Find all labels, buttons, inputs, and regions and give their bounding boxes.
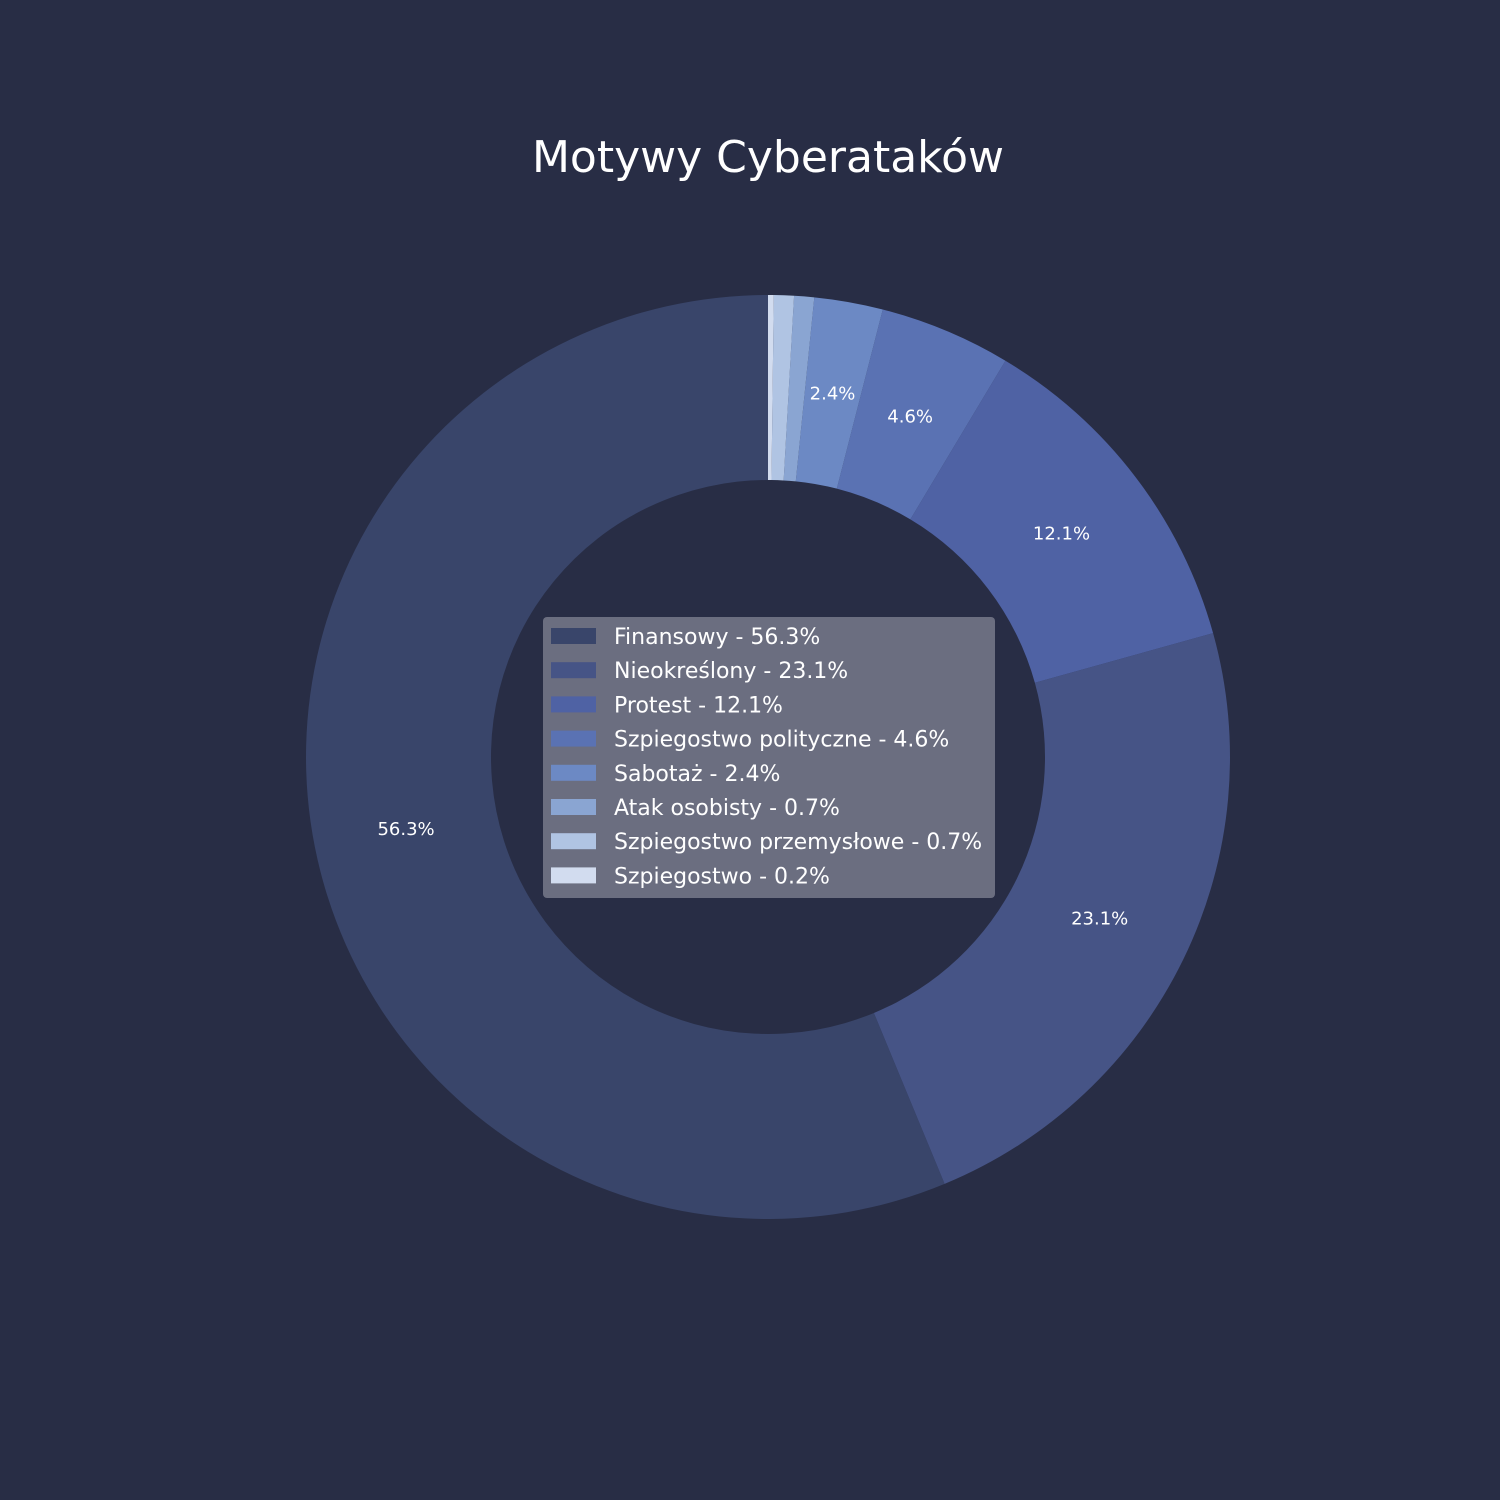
slice-sabotaz [795, 297, 883, 489]
legend-background [543, 617, 995, 898]
legend-swatch-atak-osobisty [551, 799, 596, 815]
slice-protest [910, 360, 1214, 683]
pct-label-finansowy: 56.3% [377, 819, 434, 840]
pct-label-sabotaz: 2.4% [810, 384, 856, 405]
legend-label-nieokreslony: Nieokreślony - 23.1% [614, 659, 848, 684]
legend-label-atak-osobisty: Atak osobisty - 0.7% [614, 796, 840, 821]
legend-label-szpiegostwo: Szpiegostwo - 0.2% [614, 864, 830, 889]
pct-label-szpiegostwo-polityczne: 4.6% [887, 406, 933, 427]
legend: Finansowy - 56.3% Nieokreślony - 23.1% Pro… [543, 617, 995, 898]
slice-szpiegostwo-przemyslowe [771, 295, 795, 481]
pct-label-protest: 12.1% [1033, 523, 1090, 544]
slice-atak-osobisty [783, 295, 815, 482]
legend-swatch-nieokreslony [551, 662, 596, 679]
percentage-labels: 56.3% 23.1% 12.1% 4.6% 2.4% [377, 384, 1128, 930]
legend-swatch-protest [551, 696, 596, 713]
legend-swatch-sabotaz [551, 764, 596, 781]
legend-label-finansowy: Finansowy - 56.3% [614, 625, 820, 650]
legend-label-sabotaz: Sabotaż - 2.4% [614, 762, 780, 787]
slice-finansowy [306, 295, 945, 1219]
slice-szpiegostwo-polityczne [836, 309, 1006, 520]
pct-label-nieokreslony: 23.1% [1071, 909, 1128, 930]
legend-swatch-szpiegostwo-polityczne [551, 730, 596, 747]
donut-slices [306, 295, 1230, 1219]
legend-label-protest: Protest - 12.1% [614, 693, 783, 718]
legend-label-szpiegostwo-polityczne: Szpiegostwo polityczne - 4.6% [614, 728, 949, 753]
legend-label-szpiegostwo-przemyslowe: Szpiegostwo przemysłowe - 0.7% [614, 830, 982, 855]
chart-title: Motywy Cyberataków [532, 132, 1004, 183]
legend-swatch-szpiegostwo [551, 867, 596, 884]
slice-szpiegostwo [768, 295, 774, 481]
legend-swatch-finansowy [551, 628, 596, 644]
legend-swatch-szpiegostwo-przemyslowe [551, 833, 596, 850]
slice-nieokreslony [873, 633, 1230, 1184]
